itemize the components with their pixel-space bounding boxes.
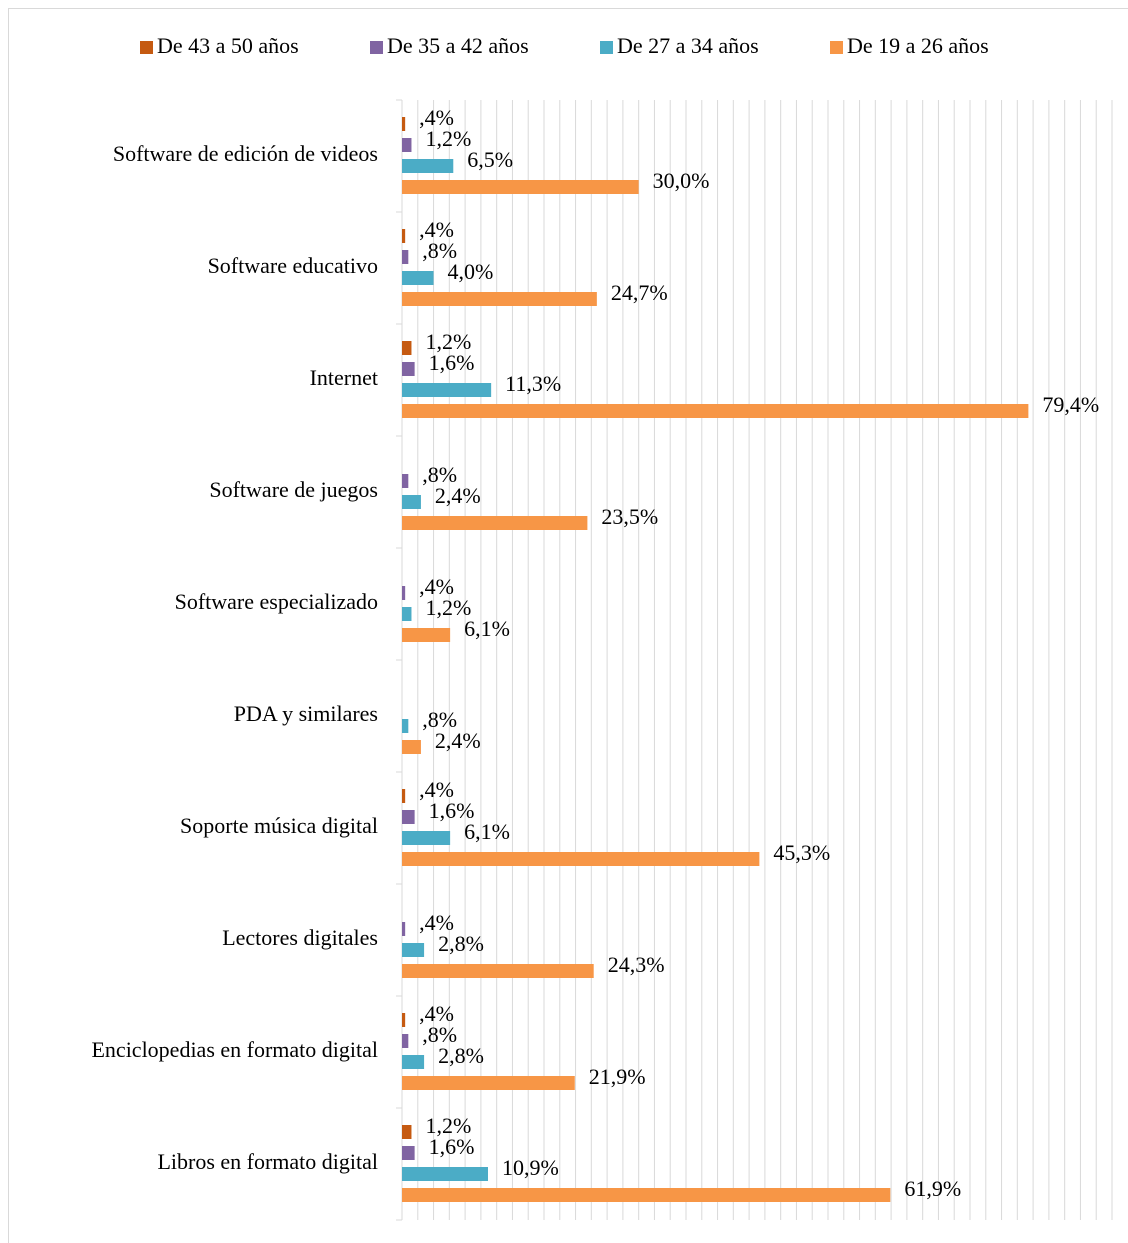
y-tick-label: Software de juegos xyxy=(209,477,378,502)
data-label: ,8% xyxy=(422,238,457,263)
legend-label: De 35 a 42 años xyxy=(387,33,529,58)
bar xyxy=(402,474,409,488)
bar xyxy=(402,964,594,978)
data-label: 1,6% xyxy=(429,1134,475,1159)
legend-swatch xyxy=(830,41,843,54)
bar xyxy=(402,1167,488,1181)
bar xyxy=(402,180,639,194)
data-label: 1,2% xyxy=(425,329,471,354)
data-label: 30,0% xyxy=(653,168,710,193)
bar xyxy=(402,1076,575,1090)
bar xyxy=(402,159,454,173)
data-label: ,4% xyxy=(419,105,454,130)
bar xyxy=(402,628,451,642)
data-label: 21,9% xyxy=(589,1064,646,1089)
data-label: ,8% xyxy=(422,707,457,732)
bar xyxy=(402,383,492,397)
data-label: 2,8% xyxy=(438,1043,484,1068)
bar xyxy=(402,229,406,243)
bar xyxy=(402,362,415,376)
chart-border xyxy=(8,8,1128,1243)
y-tick-label: Enciclopedias en formato digital xyxy=(91,1037,378,1062)
data-label: 1,6% xyxy=(429,798,475,823)
bar xyxy=(402,250,409,264)
legend-label: De 27 a 34 años xyxy=(617,33,759,58)
bar xyxy=(402,789,406,803)
data-label: 1,2% xyxy=(425,126,471,151)
data-label: ,4% xyxy=(419,1001,454,1026)
y-tick-label: Software educativo xyxy=(208,253,378,278)
y-tick-label: Software de edición de videos xyxy=(113,141,378,166)
data-label: 6,5% xyxy=(467,147,513,172)
data-label: 23,5% xyxy=(601,504,658,529)
bar xyxy=(402,117,406,131)
y-tick-label: PDA y similares xyxy=(234,701,378,726)
data-label: 45,3% xyxy=(773,840,830,865)
bar xyxy=(402,138,412,152)
data-label: 11,3% xyxy=(505,371,561,396)
data-label: 61,9% xyxy=(904,1176,961,1201)
bar xyxy=(402,1013,406,1027)
bar xyxy=(402,495,421,509)
legend-swatch xyxy=(370,41,383,54)
bar xyxy=(402,719,409,733)
bar xyxy=(402,586,406,600)
legend-swatch xyxy=(600,41,613,54)
data-label: ,4% xyxy=(419,217,454,242)
data-label: 1,2% xyxy=(425,1113,471,1138)
data-label: ,8% xyxy=(422,1022,457,1047)
data-label: ,4% xyxy=(419,777,454,802)
y-tick-label: Soporte música digital xyxy=(180,813,378,838)
bar xyxy=(402,943,425,957)
data-label: 4,0% xyxy=(448,259,494,284)
bar xyxy=(402,1146,415,1160)
data-label: 6,1% xyxy=(464,819,510,844)
data-label: ,4% xyxy=(419,574,454,599)
legend-swatch xyxy=(140,41,153,54)
data-label: 10,9% xyxy=(502,1155,559,1180)
bar xyxy=(402,1188,891,1202)
data-label: ,8% xyxy=(422,462,457,487)
y-tick-label: Lectores digitales xyxy=(222,925,378,950)
bar xyxy=(402,922,406,936)
bar xyxy=(402,341,412,355)
data-label: 1,6% xyxy=(429,350,475,375)
y-tick-label: Software especializado xyxy=(175,589,378,614)
data-label: 1,2% xyxy=(425,595,471,620)
bar xyxy=(402,831,451,845)
y-tick-label: Internet xyxy=(310,365,378,390)
data-label: 79,4% xyxy=(1042,392,1099,417)
bar xyxy=(402,292,597,306)
bar xyxy=(402,271,434,285)
data-label: 2,8% xyxy=(438,931,484,956)
bar xyxy=(402,1034,409,1048)
bar xyxy=(402,404,1029,418)
data-label: 6,1% xyxy=(464,616,510,641)
legend-label: De 43 a 50 años xyxy=(157,33,299,58)
legend-label: De 19 a 26 años xyxy=(847,33,989,58)
bar xyxy=(402,607,412,621)
bar xyxy=(402,852,760,866)
data-label: 2,4% xyxy=(435,483,481,508)
data-label: 24,3% xyxy=(608,952,665,977)
data-label: 2,4% xyxy=(435,728,481,753)
bar xyxy=(402,1125,412,1139)
data-label: ,4% xyxy=(419,910,454,935)
bar xyxy=(402,516,588,530)
bar xyxy=(402,810,415,824)
bar xyxy=(402,740,421,754)
data-label: 24,7% xyxy=(611,280,668,305)
bar xyxy=(402,1055,425,1069)
y-tick-label: Libros en formato digital xyxy=(157,1149,378,1174)
